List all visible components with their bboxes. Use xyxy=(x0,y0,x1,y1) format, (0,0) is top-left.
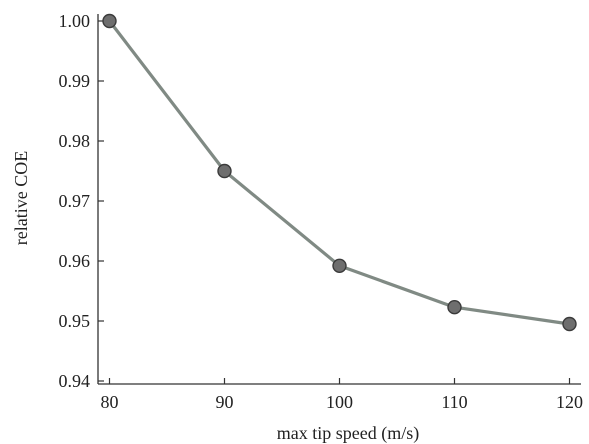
y-tick-label: 0.98 xyxy=(59,131,91,151)
series-layer xyxy=(102,13,577,332)
y-tick-label: 0.96 xyxy=(59,251,91,271)
data-point xyxy=(102,13,117,29)
data-point xyxy=(562,316,577,332)
y-axis-title: relative COE xyxy=(11,151,31,245)
y-tick-label: 0.99 xyxy=(59,71,91,91)
data-point xyxy=(217,163,232,179)
data-point xyxy=(447,300,462,315)
y-tick-label: 1.00 xyxy=(59,11,91,31)
x-tick-label: 80 xyxy=(101,392,119,412)
y-axis-ticks: 0.94 0.95 0.96 0.97 0.98 0.99 1.00 xyxy=(59,11,104,391)
y-tick-label: 0.94 xyxy=(59,371,91,391)
series-line xyxy=(107,19,572,326)
y-tick-label: 0.95 xyxy=(59,311,91,331)
y-tick-label: 0.97 xyxy=(59,191,91,211)
x-axis-ticks: 80 90 100 110 120 xyxy=(101,378,583,412)
data-point xyxy=(332,258,347,273)
x-tick-label: 100 xyxy=(326,392,353,412)
x-tick-label: 120 xyxy=(556,392,583,412)
x-axis-title: max tip speed (m/s) xyxy=(277,423,419,444)
x-tick-label: 110 xyxy=(441,392,467,412)
plot-area: 80 90 100 110 120 0.94 0.95 0.96 0.97 0.98 0.99 1.… xyxy=(59,11,584,412)
x-tick-label: 90 xyxy=(216,392,234,412)
